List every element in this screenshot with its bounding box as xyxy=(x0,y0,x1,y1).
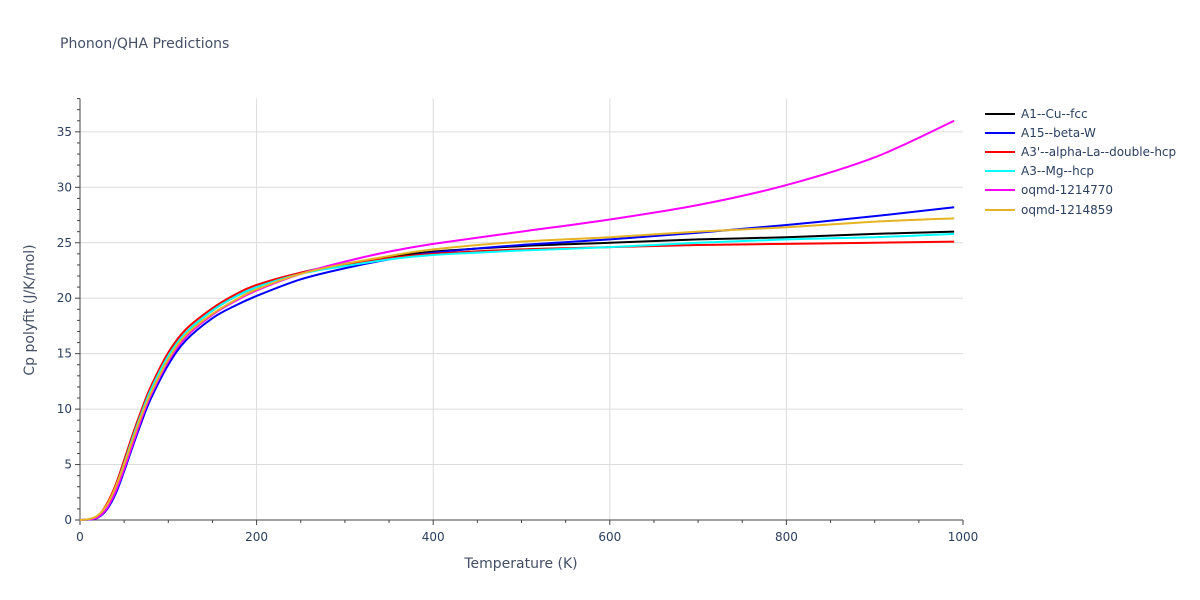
legend-item[interactable]: oqmd-1214770 xyxy=(985,181,1176,200)
y-tick-label: 35 xyxy=(57,125,72,139)
series-line-3[interactable] xyxy=(79,232,955,521)
legend-label: A15--beta-W xyxy=(1021,125,1096,140)
legend-line-icon xyxy=(985,208,1015,211)
legend-label: A1--Cu--fcc xyxy=(1021,106,1088,121)
legend-label: oqmd-1214859 xyxy=(1021,202,1114,217)
legend-line-icon xyxy=(985,131,1015,134)
y-tick-label: 20 xyxy=(57,291,72,305)
y-tick-label: 30 xyxy=(57,180,72,194)
y-tick-label: 10 xyxy=(57,402,72,416)
legend-item[interactable]: A3'--alpha-La--double-hcp xyxy=(985,142,1176,161)
y-tick-label: 15 xyxy=(57,347,72,361)
legend: A1--Cu--fcc A15--beta-W A3'--alpha-La--dou… xyxy=(985,104,1176,219)
legend-item[interactable]: oqmd-1214859 xyxy=(985,200,1176,219)
legend-item[interactable]: A15--beta-W xyxy=(985,123,1176,142)
legend-line-icon xyxy=(985,189,1015,192)
series-line-0[interactable] xyxy=(79,230,955,521)
axes: 0 5 10 15 20 25 30 35 0 200 400 600 800 1000 xyxy=(57,98,979,544)
x-tick-label: 0 xyxy=(76,530,84,544)
chart-title: Phonon/QHA Predictions xyxy=(60,36,230,52)
x-axis-title: Temperature (K) xyxy=(463,556,577,572)
series-line-2[interactable] xyxy=(79,240,955,521)
y-axis-title: Cp polyfit (J/K/mol) xyxy=(22,244,38,375)
legend-label: A3'--alpha-La--double-hcp xyxy=(1021,144,1177,159)
series-line-5[interactable] xyxy=(79,217,955,521)
x-tick-label: 600 xyxy=(598,530,621,544)
y-tick-label: 5 xyxy=(64,458,72,472)
x-tick-label: 800 xyxy=(775,530,798,544)
series-lines xyxy=(79,119,955,521)
x-tick-label: 200 xyxy=(245,530,268,544)
legend-item[interactable]: A3--Mg--hcp xyxy=(985,162,1176,181)
y-tick-label: 25 xyxy=(57,236,72,250)
series-line-4[interactable] xyxy=(79,119,955,521)
legend-line-icon xyxy=(985,150,1015,153)
y-tick-label: 0 xyxy=(64,513,72,527)
legend-line-icon xyxy=(985,170,1015,173)
legend-item[interactable]: A1--Cu--fcc xyxy=(985,104,1176,123)
gridlines xyxy=(80,98,963,520)
x-tick-label: 1000 xyxy=(948,530,979,544)
series-line-1[interactable] xyxy=(79,206,955,521)
legend-label: oqmd-1214770 xyxy=(1021,183,1114,198)
x-tick-label: 400 xyxy=(422,530,445,544)
legend-label: A3--Mg--hcp xyxy=(1021,164,1094,179)
legend-line-icon xyxy=(985,112,1015,115)
